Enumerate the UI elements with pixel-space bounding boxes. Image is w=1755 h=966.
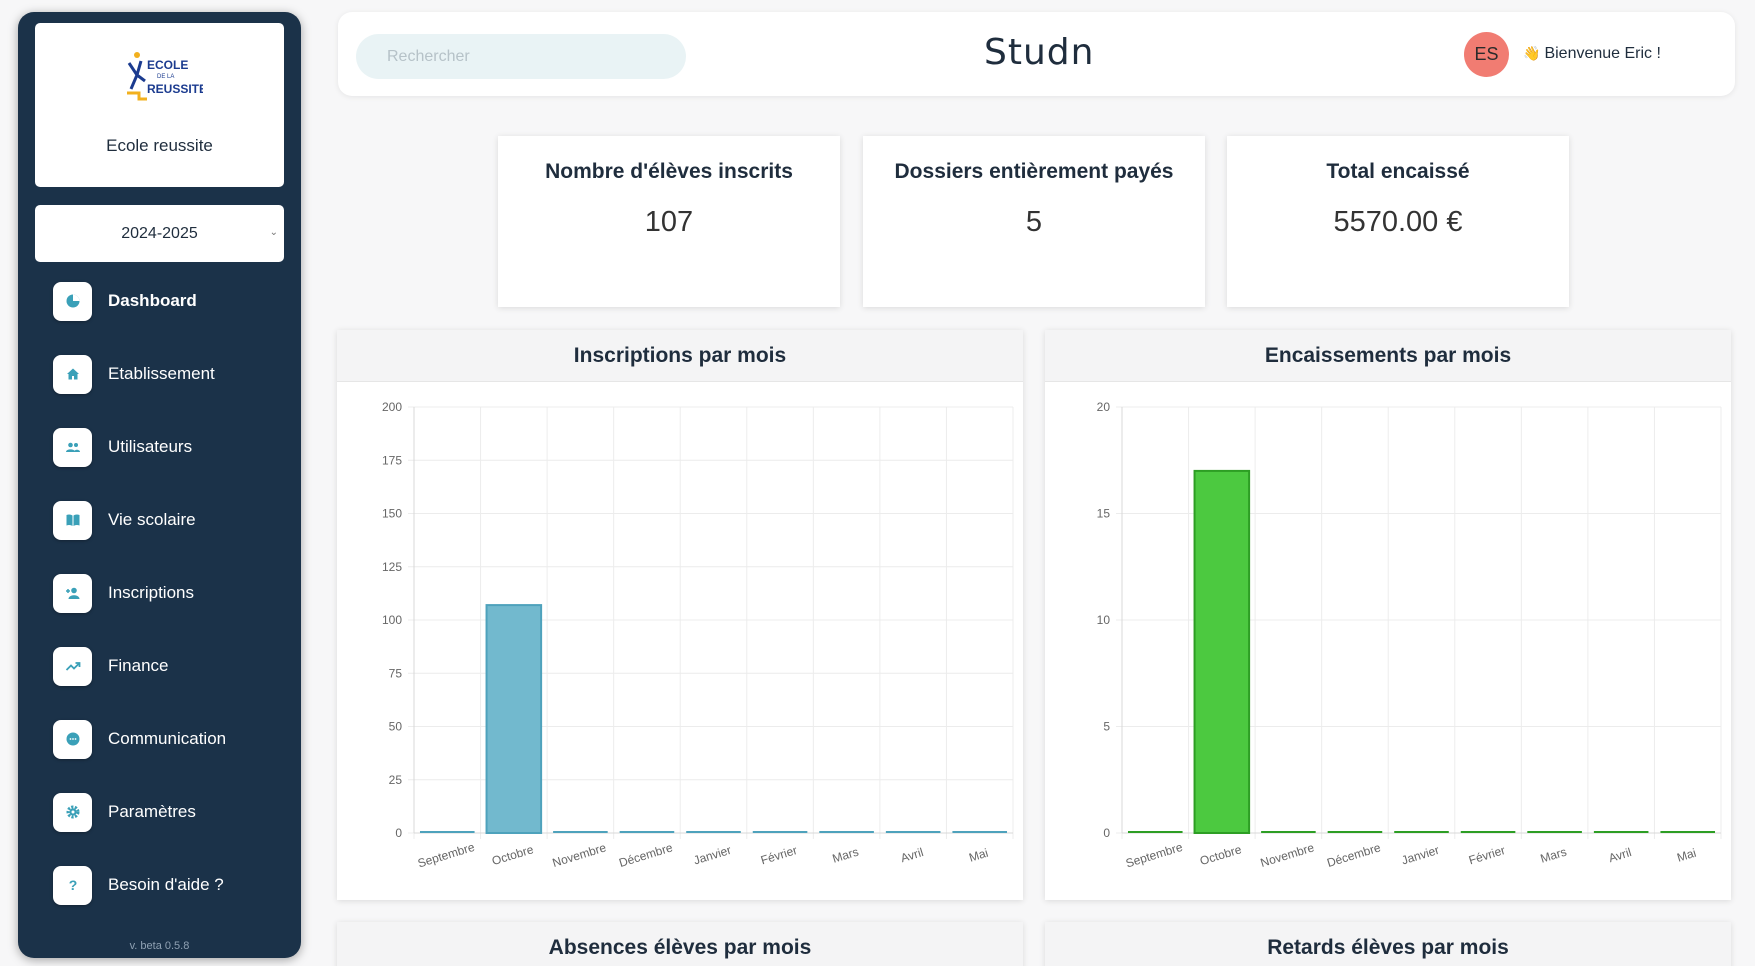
waving-hand-icon: 👋 bbox=[1523, 45, 1541, 61]
stat-card-inscrits: Nombre d'élèves inscrits 107 bbox=[498, 136, 840, 307]
x-tick-label: Janvier bbox=[692, 843, 733, 868]
x-tick-label: Novembre bbox=[551, 840, 608, 870]
trend-icon bbox=[53, 646, 92, 686]
panel-absences-chart: Absences élèves par mois bbox=[337, 922, 1023, 966]
sidebar-item-label: Utilisateurs bbox=[108, 437, 193, 456]
sidebar: ECOLE DE LA REUSSITE Ecole reussite 2024… bbox=[18, 12, 301, 958]
x-tick-label: Mai bbox=[1675, 846, 1698, 865]
x-tick-label: Octobre bbox=[1198, 842, 1243, 868]
sidebar-item-label: Vie scolaire bbox=[108, 510, 196, 529]
y-tick-label: 150 bbox=[382, 507, 402, 521]
svg-text:ECOLE: ECOLE bbox=[147, 58, 188, 72]
sidebar-item-vie-scolaire[interactable]: Vie scolaire bbox=[53, 497, 283, 543]
school-name: Ecole reussite bbox=[106, 136, 213, 155]
x-tick-label: Janvier bbox=[1400, 843, 1441, 868]
app-version: v. beta 0.5.8 bbox=[129, 940, 190, 952]
x-tick-label: Février bbox=[1467, 843, 1507, 867]
chat-icon bbox=[53, 719, 92, 759]
home-icon bbox=[53, 354, 92, 394]
stat-title: Total encaissé bbox=[1326, 160, 1470, 183]
gear-icon bbox=[53, 792, 92, 832]
welcome-text: Bienvenue Eric ! bbox=[1544, 45, 1661, 62]
sidebar-item-label: Dashboard bbox=[108, 291, 197, 310]
panel-title: Absences élèves par mois bbox=[337, 922, 1023, 966]
x-tick-label: Mars bbox=[831, 845, 861, 866]
sidebar-item-dashboard[interactable]: Dashboard bbox=[53, 278, 283, 324]
school-logo: ECOLE DE LA REUSSITE bbox=[127, 52, 203, 101]
stat-value: 107 bbox=[644, 206, 694, 238]
panel-retards-chart: Retards élèves par mois bbox=[1045, 922, 1731, 966]
book-icon bbox=[53, 500, 92, 540]
y-tick-label: 125 bbox=[382, 560, 402, 574]
x-tick-label: Avril bbox=[899, 845, 925, 865]
panel-title: Retards élèves par mois bbox=[1045, 922, 1731, 966]
stat-title: Nombre d'élèves inscrits bbox=[545, 160, 793, 183]
sidebar-item-help[interactable]: ? Besoin d'aide ? bbox=[53, 862, 283, 908]
panel-inscriptions-chart: Inscriptions par mois 0 25 50 75 100 125 150 17… bbox=[337, 330, 1023, 900]
bar bbox=[1193, 469, 1251, 835]
stat-card-dossiers-payes: Dossiers entièrement payés 5 bbox=[863, 136, 1205, 307]
stat-card-total-encaisse: Total encaissé 5570.00 € bbox=[1227, 136, 1569, 307]
inscriptions-bar-chart: 0 25 50 75 100 125 150 175 200 Septembre Octobre No… bbox=[382, 400, 1014, 871]
chevron-down-icon: ⌄ bbox=[269, 227, 278, 238]
bar bbox=[485, 604, 543, 834]
sidebar-item-label: Etablissement bbox=[108, 364, 215, 383]
sidebar-item-communication[interactable]: Communication bbox=[53, 716, 283, 762]
x-tick-label: Mars bbox=[1539, 845, 1569, 866]
svg-text:DE LA: DE LA bbox=[157, 74, 174, 80]
sidebar-item-label: Inscriptions bbox=[108, 583, 194, 602]
svg-text:REUSSITE: REUSSITE bbox=[147, 82, 203, 96]
y-tick-label: 25 bbox=[389, 773, 403, 787]
x-tick-label: Novembre bbox=[1259, 840, 1316, 870]
sidebar-item-parametres[interactable]: Paramètres bbox=[53, 789, 283, 835]
panel-title: Encaissements par mois bbox=[1045, 330, 1731, 382]
x-tick-label: Décembre bbox=[617, 840, 674, 870]
stat-value: 5 bbox=[1025, 206, 1043, 238]
y-tick-label: 5 bbox=[1103, 720, 1110, 734]
x-tick-label: Avril bbox=[1607, 845, 1633, 865]
help-icon: ? bbox=[53, 865, 92, 905]
y-tick-label: 0 bbox=[1103, 826, 1110, 840]
y-tick-label: 175 bbox=[382, 453, 402, 467]
school-card[interactable]: ECOLE DE LA REUSSITE Ecole reussite bbox=[35, 23, 284, 187]
y-tick-label: 20 bbox=[1097, 400, 1111, 414]
x-tick-label: Décembre bbox=[1325, 840, 1382, 870]
y-tick-label: 100 bbox=[382, 613, 402, 627]
add-user-icon bbox=[53, 573, 92, 613]
sidebar-item-label: Paramètres bbox=[108, 802, 196, 821]
sidebar-item-inscriptions[interactable]: Inscriptions bbox=[53, 570, 283, 616]
users-icon bbox=[53, 427, 92, 467]
x-tick-label: Septembre bbox=[1124, 840, 1185, 871]
sidebar-item-finance[interactable]: Finance bbox=[53, 643, 283, 689]
x-tick-label: Février bbox=[759, 843, 799, 867]
y-tick-label: 10 bbox=[1097, 613, 1111, 627]
encaissements-bar-chart: 0 5 10 15 20 Septembre Octobre Novembre Décembre… bbox=[1097, 400, 1722, 871]
y-tick-label: 200 bbox=[382, 400, 402, 414]
stat-title: Dossiers entièrement payés bbox=[894, 160, 1174, 183]
top-bar: Studn ES 👋Bienvenue Eric ! bbox=[338, 12, 1735, 96]
stat-value: 5570.00 € bbox=[1333, 206, 1463, 238]
y-tick-label: 0 bbox=[395, 826, 402, 840]
x-tick-label: Mai bbox=[967, 846, 990, 865]
school-year-value: 2024-2025 bbox=[121, 224, 198, 242]
pie-chart-icon bbox=[53, 281, 92, 321]
y-tick-label: 15 bbox=[1097, 507, 1111, 521]
brand-logo[interactable]: Studn bbox=[984, 32, 1095, 73]
x-tick-label: Octobre bbox=[490, 842, 535, 868]
sidebar-item-utilisateurs[interactable]: Utilisateurs bbox=[53, 424, 283, 470]
school-year-select[interactable]: 2024-2025 ⌄ bbox=[35, 205, 284, 262]
sidebar-item-label: Besoin d'aide ? bbox=[108, 875, 224, 894]
sidebar-item-etablissement[interactable]: Etablissement bbox=[53, 351, 283, 397]
sidebar-item-label: Communication bbox=[108, 729, 227, 748]
sidebar-item-label: Finance bbox=[108, 656, 169, 675]
svg-text:?: ? bbox=[68, 877, 77, 893]
y-tick-label: 75 bbox=[389, 666, 403, 680]
search-input[interactable] bbox=[356, 34, 686, 79]
panel-encaissements-chart: Encaissements par mois 0 5 10 15 20 Septembre… bbox=[1045, 330, 1731, 900]
x-tick-label: Septembre bbox=[416, 840, 477, 871]
welcome-message: 👋 Bienvenue Eric ! bbox=[1523, 45, 1661, 63]
y-tick-label: 50 bbox=[389, 720, 403, 734]
panel-title: Inscriptions par mois bbox=[337, 330, 1023, 382]
avatar[interactable]: ES bbox=[1464, 32, 1509, 77]
